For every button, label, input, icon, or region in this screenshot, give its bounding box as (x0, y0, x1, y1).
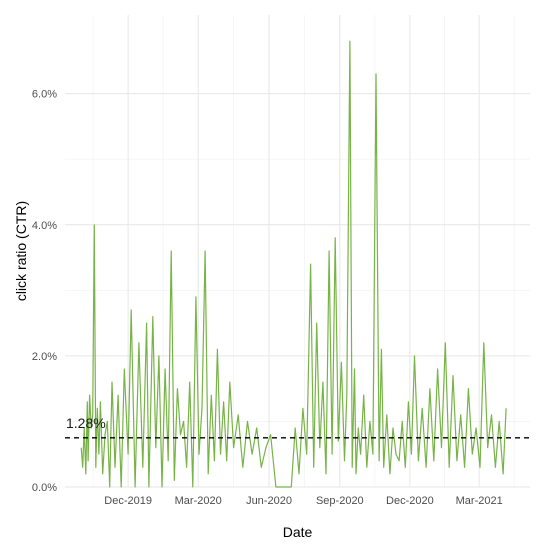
y-tick-label: 0.0% (32, 482, 57, 494)
x-tick-label: Mar-2021 (456, 495, 503, 507)
x-tick-label: Dec-2020 (386, 495, 434, 507)
y-tick-label: 6.0% (32, 89, 57, 101)
x-tick-labels: Dec-2019 Mar-2020 Jun-2020 Sep-2020 Dec-2020… (104, 495, 502, 507)
x-tick-label: Sep-2020 (316, 495, 364, 507)
y-axis-title: click ratio (CTR) (13, 201, 29, 301)
x-tick-label: Dec-2019 (104, 495, 152, 507)
x-tick-label: Mar-2020 (175, 495, 222, 507)
grid (65, 15, 530, 488)
ctr-series-line (80, 40, 507, 488)
y-tick-labels: 0.0% 2.0% 4.0% 6.0% (32, 89, 57, 494)
y-tick-label: 4.0% (32, 220, 57, 232)
x-axis-title: Date (283, 524, 313, 540)
average-annotation: 1.28% (66, 415, 106, 431)
y-tick-label: 2.0% (32, 351, 57, 363)
x-tick-label: Jun-2020 (246, 495, 292, 507)
